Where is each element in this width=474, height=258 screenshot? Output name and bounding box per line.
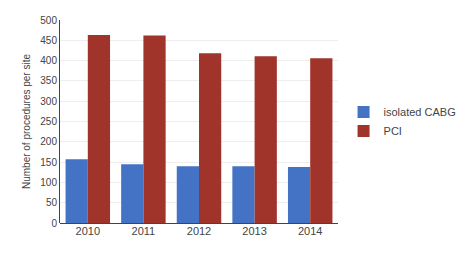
- svg-text:2011: 2011: [132, 225, 156, 237]
- svg-text:2012: 2012: [187, 225, 211, 237]
- svg-text:50: 50: [46, 197, 58, 208]
- svg-text:PCI: PCI: [384, 125, 402, 137]
- svg-text:2013: 2013: [242, 225, 266, 237]
- svg-text:isolated CABG: isolated CABG: [384, 106, 456, 118]
- svg-text:300: 300: [40, 96, 57, 107]
- svg-text:450: 450: [40, 35, 57, 46]
- svg-text:Number of procedures per site: Number of procedures per site: [21, 54, 32, 190]
- svg-text:100: 100: [40, 177, 57, 188]
- svg-text:200: 200: [40, 136, 57, 147]
- svg-text:350: 350: [40, 75, 57, 86]
- svg-text:0: 0: [51, 218, 57, 229]
- svg-text:2014: 2014: [298, 225, 322, 237]
- svg-text:2010: 2010: [76, 225, 100, 237]
- svg-text:500: 500: [40, 15, 57, 26]
- svg-text:250: 250: [40, 116, 57, 127]
- svg-text:400: 400: [40, 55, 57, 66]
- svg-text:150: 150: [40, 157, 57, 168]
